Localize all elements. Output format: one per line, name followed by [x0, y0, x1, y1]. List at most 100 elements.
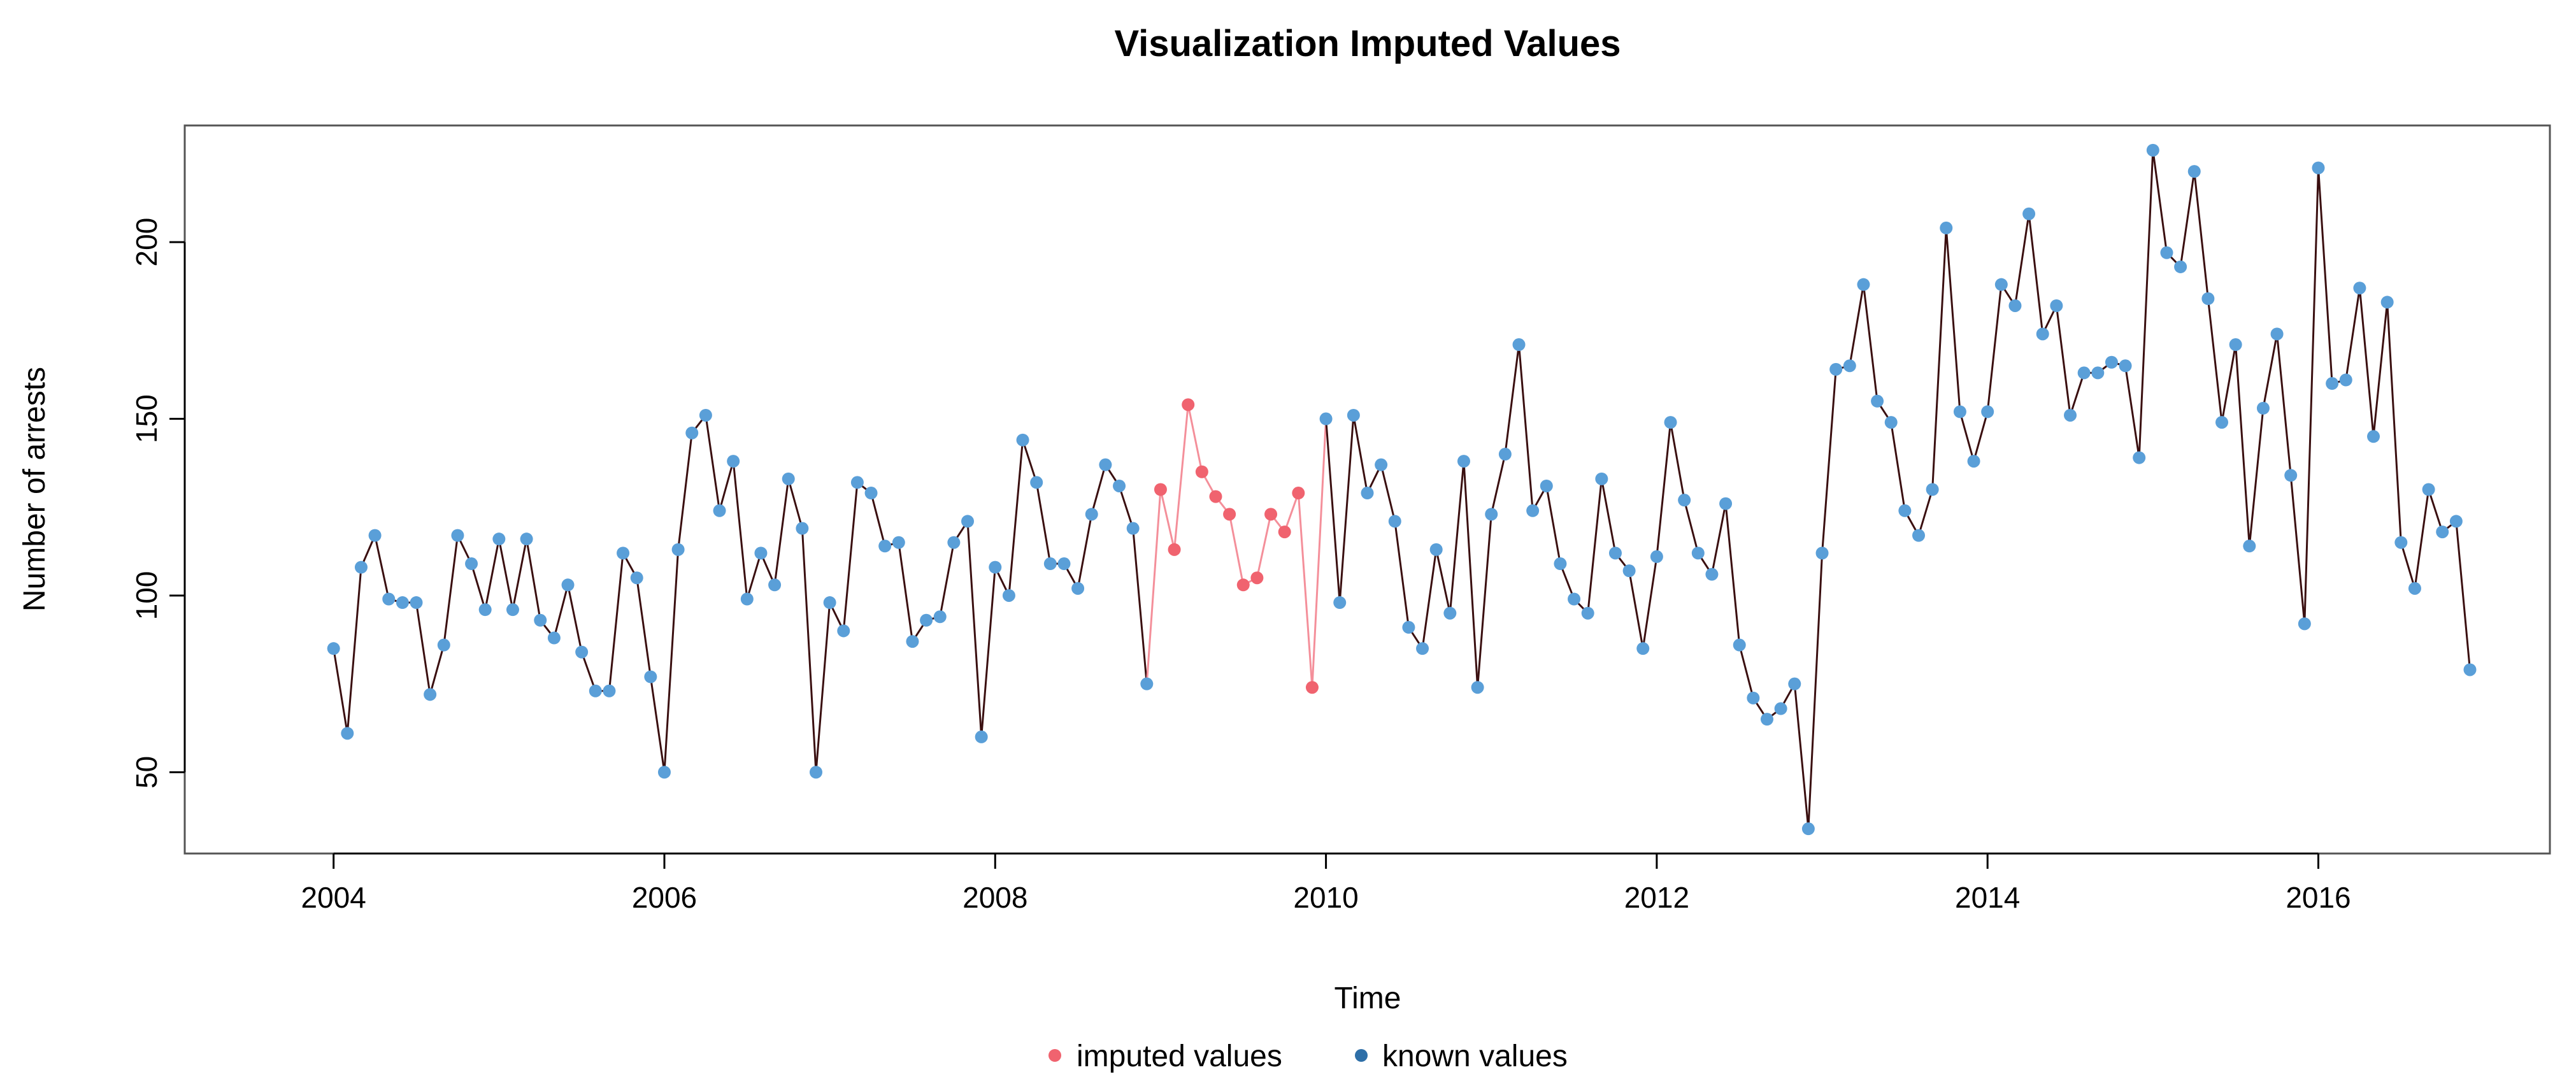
- known-point: [782, 472, 795, 485]
- y-axis-label: Number of arrests: [18, 367, 52, 611]
- known-point: [2091, 366, 2105, 380]
- line-segment: [1077, 513, 1093, 590]
- line-segment: [2124, 364, 2140, 459]
- imputed-point: [1154, 483, 1167, 496]
- known-point: [1691, 547, 1705, 560]
- imputed-line-segment: [1145, 489, 1162, 685]
- known-point: [1126, 522, 1140, 535]
- known-point: [1678, 494, 1691, 507]
- line-segment: [1477, 513, 1492, 689]
- known-point: [933, 610, 947, 624]
- known-point: [1940, 221, 1953, 234]
- known-point: [1512, 338, 1526, 352]
- legend: imputed values known values: [1048, 1040, 1568, 1073]
- line-segment: [580, 651, 597, 692]
- imputed-line-segment: [1256, 513, 1272, 579]
- line-segment: [1394, 520, 1410, 629]
- known-point: [1664, 416, 1677, 429]
- line-segment: [1325, 418, 1341, 604]
- known-point: [1801, 822, 1815, 836]
- known-point: [1554, 557, 1567, 571]
- line-segment: [705, 414, 721, 512]
- line-segment: [1917, 489, 1934, 537]
- known-point: [2312, 161, 2325, 175]
- line-segment: [1587, 478, 1603, 615]
- known-point: [2174, 260, 2187, 273]
- line-segment: [1738, 644, 1754, 699]
- line-segment: [663, 548, 680, 773]
- line-segment: [2152, 149, 2168, 254]
- known-point: [2339, 373, 2352, 387]
- line-segment: [1600, 478, 1617, 554]
- legend-label-known: known values: [1382, 1040, 1568, 1073]
- line-segment: [1959, 410, 1975, 462]
- known-point: [534, 613, 547, 627]
- series-lines: [333, 149, 2472, 830]
- line-segment: [553, 583, 569, 639]
- imputed-point: [1292, 487, 1305, 500]
- known-point: [2408, 582, 2421, 595]
- known-point: [1747, 691, 1760, 704]
- line-segment: [815, 601, 831, 773]
- known-point: [1636, 642, 1650, 655]
- line-segment: [2358, 287, 2375, 438]
- imputed-point: [1250, 571, 1264, 585]
- known-point: [2077, 366, 2091, 380]
- line-segment: [2345, 287, 2361, 381]
- imputed-point: [1195, 465, 1208, 478]
- known-point: [1333, 596, 1347, 610]
- known-point: [327, 642, 340, 655]
- known-point: [1375, 458, 1388, 471]
- known-point: [1953, 405, 1966, 418]
- known-point: [603, 684, 616, 697]
- line-segment: [842, 481, 859, 632]
- line-segment: [1986, 283, 2003, 413]
- line-segment: [2014, 213, 2030, 307]
- line-segment: [898, 541, 913, 643]
- known-point: [1994, 278, 2008, 291]
- known-point: [1898, 504, 1912, 517]
- series-points: [327, 143, 2477, 836]
- line-segment: [608, 552, 624, 692]
- known-point: [1581, 606, 1594, 620]
- line-segment: [2207, 297, 2223, 424]
- known-point: [1361, 487, 1374, 500]
- known-point: [2367, 430, 2380, 443]
- known-point: [451, 529, 464, 542]
- known-point: [1774, 702, 1787, 715]
- x-tick-label: 2004: [301, 881, 366, 914]
- known-point: [1719, 497, 1733, 510]
- line-segment: [1862, 283, 1878, 403]
- known-point: [2353, 282, 2366, 295]
- known-point: [2463, 663, 2477, 676]
- line-segment: [1490, 453, 1506, 515]
- x-axis: 2004 2006 2008 2010 2012 2014 2016: [301, 852, 2351, 914]
- known-point: [2133, 451, 2146, 464]
- x-tick-label: 2008: [962, 881, 1027, 914]
- known-point: [1912, 529, 1926, 542]
- line-segment: [1724, 503, 1741, 647]
- x-tick-label: 2006: [632, 881, 697, 914]
- line-segment: [2248, 407, 2265, 547]
- known-point: [561, 578, 575, 592]
- x-tick-label: 2012: [1624, 881, 1689, 914]
- line-segment: [2303, 167, 2319, 625]
- line-segment: [1338, 414, 1355, 604]
- known-point: [864, 487, 878, 500]
- known-point: [2243, 539, 2256, 553]
- y-tick-label: 50: [130, 756, 163, 789]
- known-point: [2229, 338, 2242, 352]
- line-segment: [1035, 481, 1052, 565]
- known-point: [1815, 547, 1829, 560]
- known-point: [644, 670, 657, 683]
- line-segment: [2179, 170, 2196, 268]
- known-point: [740, 592, 754, 606]
- known-point: [1057, 557, 1071, 571]
- known-point: [1043, 557, 1057, 571]
- known-point: [1402, 620, 1415, 634]
- known-point: [2270, 327, 2284, 341]
- known-point: [1429, 543, 1443, 556]
- line-segment: [484, 538, 500, 611]
- known-point: [989, 561, 1002, 574]
- line-segment: [346, 566, 362, 734]
